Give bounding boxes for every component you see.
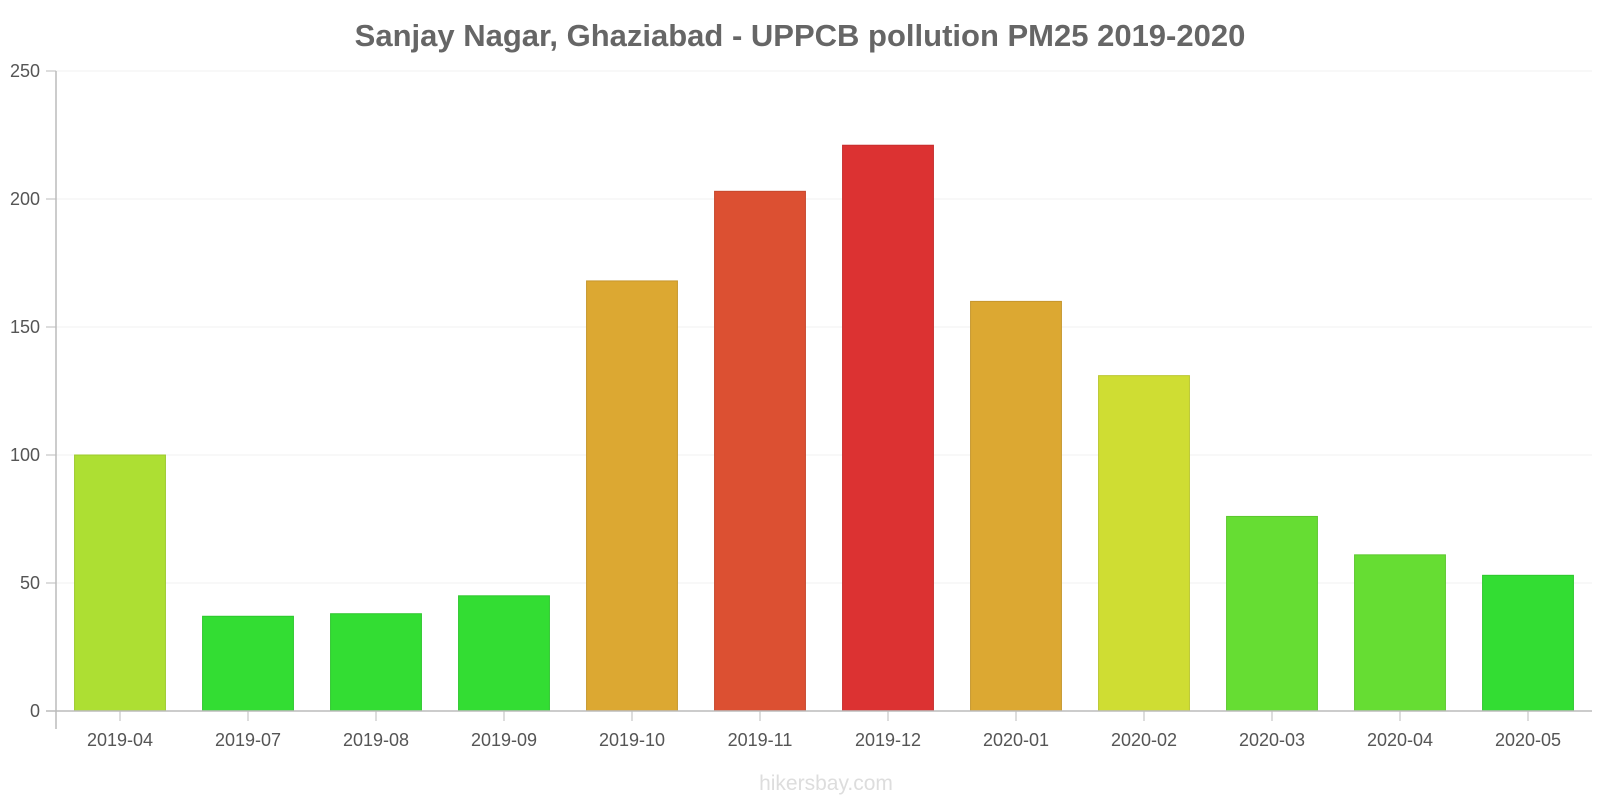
x-tick-label: 2020-02 xyxy=(1111,730,1177,750)
grid-lines xyxy=(56,70,1592,584)
bar xyxy=(202,615,294,712)
x-tick-label: 2019-12 xyxy=(855,730,921,750)
bar xyxy=(1226,515,1318,712)
x-tick-label: 2020-01 xyxy=(983,730,1049,750)
y-tick-label: 200 xyxy=(10,189,40,209)
y-axis-ticks: 0 50 100 150 200 250 xyxy=(10,61,56,721)
x-tick-label: 2020-04 xyxy=(1367,730,1433,750)
y-tick-label: 50 xyxy=(20,573,40,593)
bar xyxy=(970,300,1062,712)
bar xyxy=(714,190,806,712)
bar xyxy=(330,613,422,712)
x-tick-label: 2020-03 xyxy=(1239,730,1305,750)
bar xyxy=(1482,574,1574,712)
bar xyxy=(1354,554,1446,712)
watermark-text: hikersbay.com xyxy=(759,772,893,795)
bar xyxy=(74,454,166,712)
bar xyxy=(1098,375,1190,712)
x-tick-label: 2019-09 xyxy=(471,730,537,750)
x-tick-label: 2019-11 xyxy=(728,730,793,750)
x-axis-ticks: 2019-04 2019-07 2019-08 2019-09 2019-10 2019-… xyxy=(87,711,1561,750)
bars xyxy=(74,144,1574,712)
x-tick-label: 2019-10 xyxy=(599,730,665,750)
bar xyxy=(842,144,934,712)
y-tick-label: 100 xyxy=(10,445,40,465)
bar xyxy=(458,595,550,712)
y-tick-label: 0 xyxy=(30,701,40,721)
chart-title: Sanjay Nagar, Ghaziabad - UPPCB pollutio… xyxy=(355,18,1246,53)
x-tick-label: 2020-05 xyxy=(1495,730,1561,750)
bar xyxy=(586,280,678,712)
x-tick-label: 2019-04 xyxy=(87,730,153,750)
axes xyxy=(46,71,1592,729)
x-tick-label: 2019-08 xyxy=(343,730,409,750)
y-tick-label: 250 xyxy=(10,61,40,81)
x-tick-label: 2019-07 xyxy=(215,730,281,750)
y-tick-label: 150 xyxy=(10,317,40,337)
